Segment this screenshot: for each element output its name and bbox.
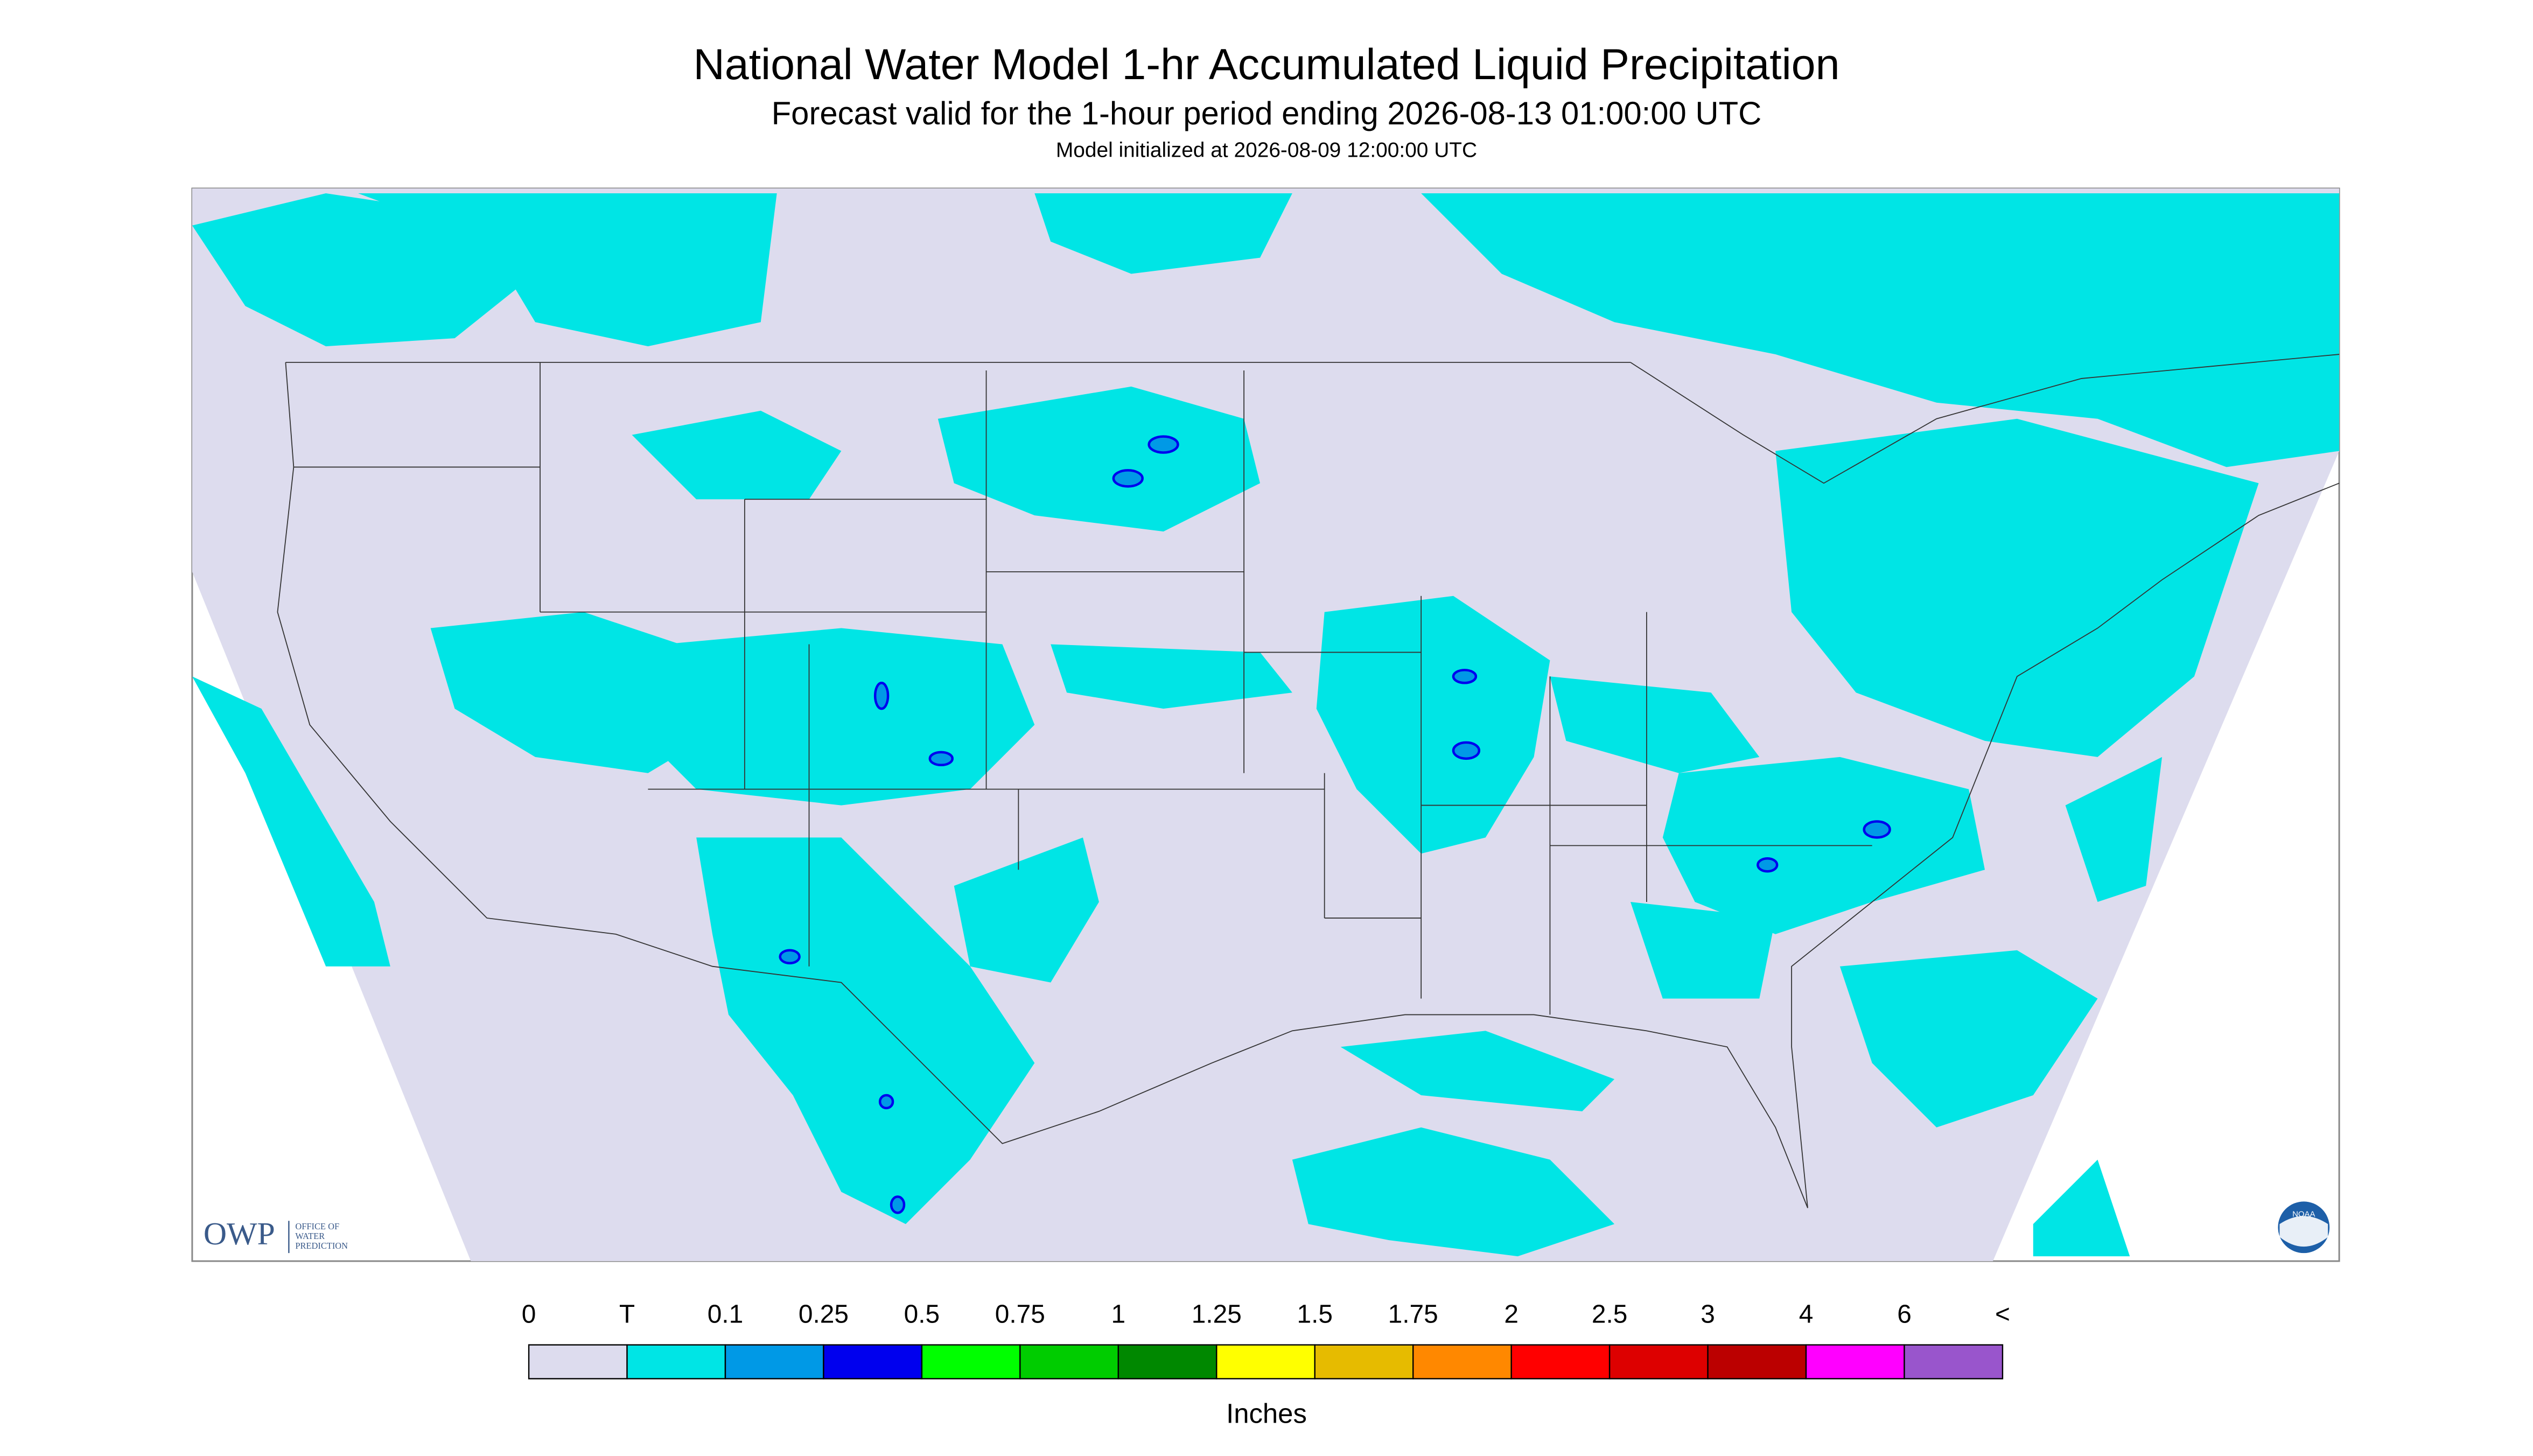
legend-label: T bbox=[619, 1300, 635, 1328]
legend-swatch bbox=[1707, 1344, 1807, 1380]
legend-label: 2 bbox=[1504, 1300, 1519, 1328]
precip-area bbox=[192, 676, 390, 967]
precip-areas bbox=[192, 193, 2340, 1257]
legend-label: 1.75 bbox=[1388, 1300, 1438, 1328]
precip-area bbox=[696, 837, 1035, 1224]
legend-label: 0.25 bbox=[799, 1300, 849, 1328]
legend-label: 0.1 bbox=[708, 1300, 744, 1328]
legend-label: < bbox=[1995, 1300, 2010, 1328]
precip-area bbox=[937, 386, 1261, 532]
legend-label: 6 bbox=[1897, 1300, 1912, 1328]
legend-swatch bbox=[626, 1344, 726, 1380]
legend-label: 3 bbox=[1701, 1300, 1715, 1328]
subtitle: Forecast valid for the 1-hour period end… bbox=[772, 95, 1762, 131]
precip-core bbox=[928, 751, 954, 767]
border-line bbox=[285, 354, 2340, 484]
legend-swatch bbox=[724, 1344, 824, 1380]
legend-label: 4 bbox=[1799, 1300, 1814, 1328]
owp-logo-text: OFFICE OF bbox=[295, 1221, 339, 1231]
map: OWP OFFICE OF WATER PREDICTION NOAA bbox=[191, 187, 2340, 1262]
noaa-logo-text: NOAA bbox=[2292, 1209, 2315, 1219]
precip-area bbox=[632, 410, 842, 500]
legend-swatch bbox=[1510, 1344, 1611, 1380]
precip-area bbox=[1316, 596, 1550, 854]
precip-core bbox=[1147, 435, 1179, 454]
precip-area bbox=[648, 628, 1035, 806]
legend-label: 0 bbox=[522, 1300, 536, 1328]
legend-swatch bbox=[1412, 1344, 1512, 1380]
border-line bbox=[277, 362, 1808, 1208]
title: National Water Model 1-hr Accumulated Li… bbox=[694, 40, 1840, 89]
legend: 0 T 0.1 0.25 0.5 0.75 1 1.25 1.5 1.75 2 2.5 3 4 6 < bbox=[522, 1300, 2010, 1380]
legend-swatch bbox=[1019, 1344, 1119, 1380]
legend-label: 1.25 bbox=[1192, 1300, 1242, 1328]
precip-area bbox=[1292, 1127, 1615, 1257]
precip-core bbox=[1863, 820, 1891, 839]
legend-units: Inches bbox=[1226, 1398, 1307, 1429]
precip-core bbox=[1452, 669, 1478, 684]
precip-area bbox=[1051, 644, 1292, 709]
init-note: Model initialized at 2026-08-09 12:00:00… bbox=[1056, 138, 1477, 162]
precip-cores bbox=[779, 435, 1891, 1214]
legend-swatch bbox=[1904, 1344, 2004, 1380]
precip-core bbox=[878, 1094, 894, 1110]
precip-area bbox=[2033, 1159, 2130, 1257]
legend-label: 2.5 bbox=[1592, 1300, 1628, 1328]
precip-area bbox=[358, 193, 777, 347]
precip-area bbox=[1550, 676, 1760, 773]
owp-logo-text: PREDICTION bbox=[295, 1241, 348, 1251]
legend-swatch bbox=[1608, 1344, 1709, 1380]
legend-swatch bbox=[1314, 1344, 1414, 1380]
precip-area bbox=[1775, 418, 2259, 757]
border-line bbox=[1791, 482, 2340, 1208]
boundaries bbox=[277, 354, 2340, 1208]
legend-label: 0.5 bbox=[904, 1300, 940, 1328]
precip-area bbox=[1034, 193, 1292, 274]
precip-area bbox=[1631, 902, 1776, 999]
legend-swatch bbox=[1117, 1344, 1217, 1380]
precip-area bbox=[1839, 950, 2098, 1128]
legend-label: 1.5 bbox=[1297, 1300, 1333, 1328]
precip-area bbox=[2065, 757, 2163, 902]
precip-area bbox=[1340, 1031, 1615, 1111]
owp-logo: OWP bbox=[204, 1216, 275, 1251]
precip-core bbox=[1112, 469, 1144, 488]
precip-core bbox=[1757, 857, 1779, 873]
precip-area bbox=[954, 837, 1099, 983]
precip-core bbox=[1452, 741, 1481, 760]
noaa-logo-wave bbox=[2279, 1216, 2328, 1247]
precip-core bbox=[779, 949, 801, 964]
precip-core bbox=[873, 682, 890, 710]
precip-area bbox=[1421, 193, 2340, 467]
legend-label: 1 bbox=[1111, 1300, 1126, 1328]
precip-area bbox=[192, 193, 536, 347]
state-line bbox=[293, 466, 1872, 919]
legend-swatch bbox=[1216, 1344, 1316, 1380]
precip-core bbox=[890, 1195, 906, 1214]
legend-swatch bbox=[528, 1344, 628, 1380]
legend-swatch bbox=[1805, 1344, 1905, 1380]
owp-logo-text: WATER bbox=[295, 1231, 325, 1241]
legend-swatch bbox=[921, 1344, 1021, 1380]
legend-swatch bbox=[823, 1344, 923, 1380]
legend-label: 0.75 bbox=[995, 1300, 1045, 1328]
